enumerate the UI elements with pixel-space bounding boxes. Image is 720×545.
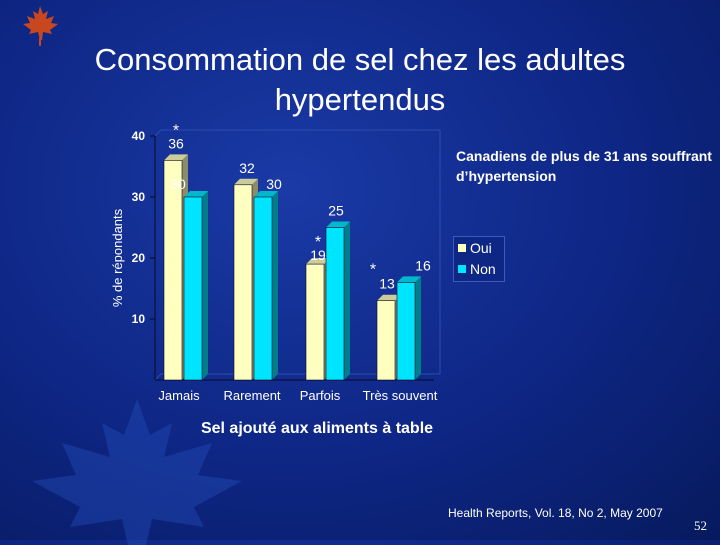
data-label-non: 16 [415, 257, 431, 273]
bar-oui [305, 263, 325, 381]
legend-swatch-non [458, 265, 466, 273]
y-tick-label: 40 [132, 129, 146, 143]
bar-oui [233, 184, 253, 381]
bar-top-non [397, 276, 421, 283]
data-label-oui: 13 [379, 276, 395, 292]
bar-oui [163, 160, 183, 381]
legend-label-oui: Oui [470, 240, 492, 256]
data-label-oui: 32 [239, 160, 255, 176]
bar-top-oui [164, 154, 188, 161]
data-label-non: 25 [328, 203, 344, 219]
x-tick-label: Rarement [223, 388, 280, 403]
source-citation: Health Reports, Vol. 18, No 2, May 2007 [448, 506, 663, 520]
bar-side-non [202, 191, 208, 380]
significance-mark: * [315, 234, 321, 251]
page-number: 52 [694, 518, 707, 533]
chart-legend: Oui Non [453, 236, 505, 282]
bar-side-non [344, 221, 350, 380]
x-axis-label: Sel ajouté aux aliments à table [201, 420, 433, 437]
data-label-oui: 36 [168, 135, 184, 151]
title-line-1: Consommation de sel chez les adultes [94, 42, 626, 77]
bar-top-non [254, 191, 278, 197]
x-tick-label: Parfois [300, 388, 341, 403]
bar-non [396, 282, 416, 381]
bar-side-non [272, 191, 278, 380]
y-tick-label: 20 [132, 251, 146, 265]
maple-leaf-watermark-icon [32, 399, 242, 545]
bar-top-oui [377, 294, 401, 301]
y-tick-label: 30 [132, 190, 146, 204]
bar-top-oui [306, 258, 330, 265]
data-label-oui: 19 [310, 247, 326, 263]
legend-item-oui: Oui [458, 240, 492, 256]
bar-oui [376, 300, 396, 381]
y-axis-label: % de répondants [110, 208, 125, 307]
y-tick-label: 10 [132, 312, 146, 326]
legend-item-non: Non [458, 261, 496, 277]
bar-side-non [415, 276, 421, 380]
slide-title: Consommation de sel chez les adultes hyp… [40, 40, 680, 120]
data-label-non: 30 [170, 176, 186, 192]
x-tick-label: Jamais [158, 388, 200, 403]
bar-non [183, 196, 203, 381]
bar-non [253, 196, 273, 381]
legend-swatch-oui [458, 244, 466, 252]
bar-non [325, 227, 345, 381]
x-tick-label: Très souvent [363, 388, 438, 403]
significance-mark: * [370, 262, 376, 279]
significance-mark: * [173, 122, 179, 139]
bar-top-non [184, 191, 208, 197]
bar-top-oui [234, 178, 258, 185]
bar-top-non [326, 221, 350, 228]
data-label-non: 30 [266, 176, 282, 192]
legend-label-non: Non [470, 261, 496, 277]
title-line-2: hypertendus [274, 82, 446, 117]
population-note: Canadiens de plus de 31 ans souffrant d’… [456, 148, 712, 184]
maple-leaf-logo-icon [23, 6, 58, 46]
